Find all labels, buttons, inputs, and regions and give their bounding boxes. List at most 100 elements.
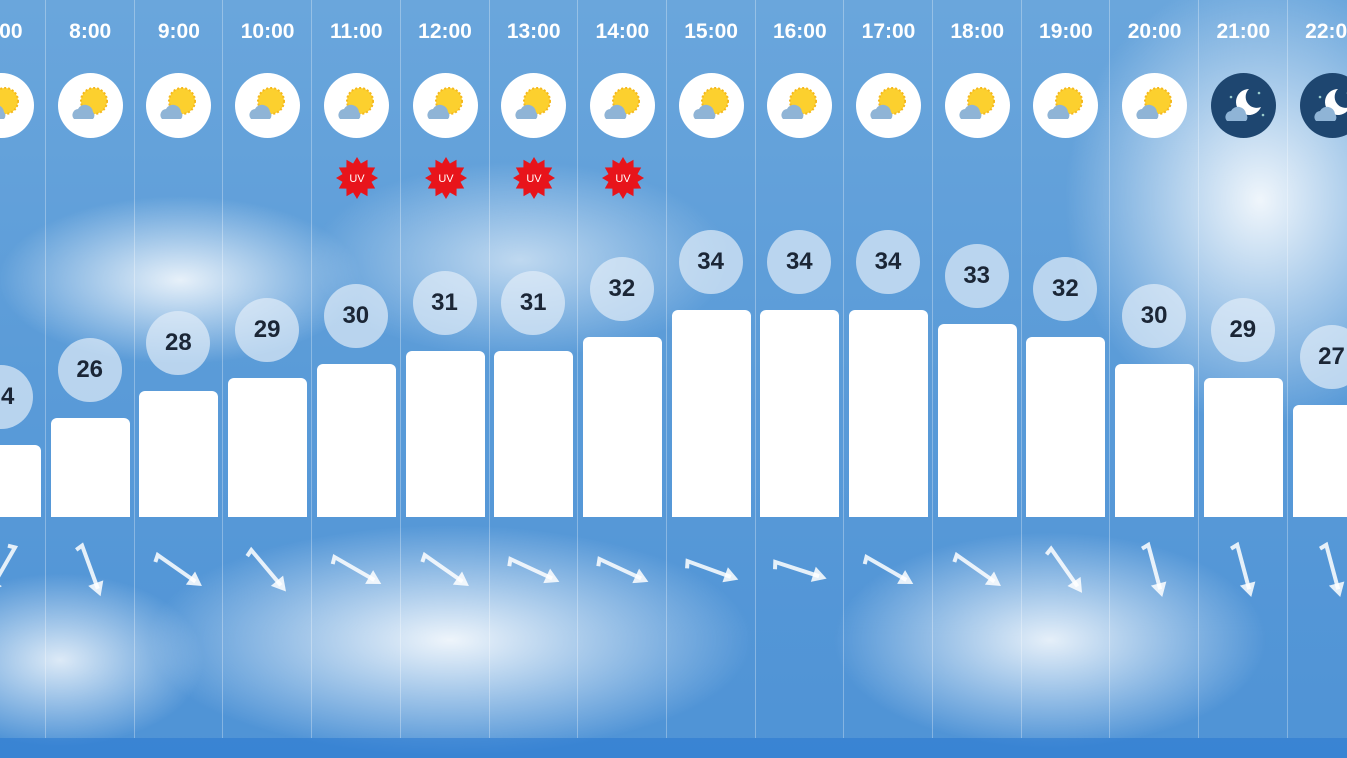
column-divider xyxy=(133,0,135,738)
temperature-bar xyxy=(494,351,574,517)
temperature-bar xyxy=(316,364,396,517)
hour-label: 10:00 xyxy=(240,20,295,43)
hour-label: 15:00 xyxy=(684,20,738,43)
partly-sunny-icon xyxy=(235,73,301,138)
hour-label: 9:00 xyxy=(157,20,200,43)
hour-column: 18:00 33 xyxy=(933,0,1022,738)
hour-label: 19:00 xyxy=(1039,20,1093,43)
partly-sunny-icon xyxy=(944,73,1010,138)
uv-warning-icon: UV xyxy=(424,157,467,199)
hour-column: 19:00 32 xyxy=(1021,0,1111,738)
night-cloudy-icon xyxy=(1210,73,1276,138)
temperature-bar xyxy=(582,337,662,517)
wind-arrow-icon xyxy=(773,540,827,600)
hour-label: 20:00 xyxy=(1127,20,1182,43)
partly-sunny-icon xyxy=(323,73,389,138)
temperature-bubble: 31 xyxy=(501,271,566,335)
partly-sunny-icon xyxy=(57,73,123,138)
wind-arrow-icon xyxy=(1134,540,1176,600)
hour-label: 14:00 xyxy=(595,20,650,43)
column-divider xyxy=(932,0,933,738)
temperature-bubble: 30 xyxy=(1122,284,1187,348)
temperature-bubble: 34 xyxy=(767,230,832,294)
wind-arrow-icon xyxy=(684,540,738,600)
temperature-bar xyxy=(50,418,130,517)
temperature-bubble: 24 xyxy=(0,365,33,429)
hour-column: 13:00 UV 31 xyxy=(489,0,579,738)
temperature-bubble: 32 xyxy=(589,257,654,321)
temperature-bubble: 29 xyxy=(1210,298,1275,362)
hour-label: 21:00 xyxy=(1216,20,1271,43)
hour-column: 7:00 24 xyxy=(0,0,46,738)
partly-sunny-icon xyxy=(856,73,921,138)
partly-sunny-icon xyxy=(412,73,478,138)
uv-label: UV xyxy=(615,173,631,185)
temperature-bubble: 29 xyxy=(235,298,300,362)
wind-arrow-icon xyxy=(245,540,289,600)
temperature-bar xyxy=(937,324,1017,517)
temperature-bubble: 30 xyxy=(323,284,388,348)
hour-label: 18:00 xyxy=(950,20,1005,43)
wind-arrow-icon xyxy=(1045,540,1087,600)
uv-warning-icon: UV xyxy=(335,157,378,199)
temperature-bubble: 31 xyxy=(412,271,477,335)
temperature-bar xyxy=(671,310,751,517)
partly-sunny-icon xyxy=(0,73,34,138)
wind-arrow-icon xyxy=(862,540,914,600)
uv-label: UV xyxy=(527,173,543,185)
partly-sunny-icon xyxy=(146,73,212,138)
hour-column: 20:00 30 xyxy=(1110,0,1200,738)
column-divider xyxy=(1198,0,1200,738)
temperature-bubble: 28 xyxy=(146,311,211,375)
temperature-bubble: 33 xyxy=(944,244,1009,308)
temperature-bar xyxy=(0,445,41,517)
hour-column: 14:00 UV 32 xyxy=(578,0,667,738)
hour-label: 17:00 xyxy=(861,20,916,43)
column-divider xyxy=(577,0,579,738)
wind-arrow-icon xyxy=(153,540,203,600)
uv-label: UV xyxy=(438,173,454,185)
hour-column: 11:00 UV 30 xyxy=(312,0,401,738)
hour-column: 16:00 34 xyxy=(755,0,845,738)
temperature-bar xyxy=(1292,405,1347,517)
hour-column: 15:00 34 xyxy=(667,0,756,738)
temperature-bar xyxy=(849,310,928,517)
uv-label: UV xyxy=(349,173,365,185)
column-divider xyxy=(311,0,313,738)
wind-arrow-icon xyxy=(419,540,469,600)
temperature-bubble: 32 xyxy=(1033,257,1098,321)
temperature-bar xyxy=(228,378,308,517)
partly-sunny-icon xyxy=(1033,73,1099,138)
column-divider xyxy=(488,0,490,738)
hour-column: 12:00 UV 31 xyxy=(401,0,490,738)
partly-sunny-icon xyxy=(1122,73,1188,138)
hour-column: 22:00 27 xyxy=(1288,0,1347,738)
hour-column: 21:00 29 xyxy=(1199,0,1288,738)
temperature-bar xyxy=(139,391,219,517)
partly-sunny-icon xyxy=(501,73,567,138)
column-divider xyxy=(843,0,845,738)
wind-arrow-icon xyxy=(330,540,382,600)
hour-column: 9:00 28 xyxy=(134,0,224,738)
night-cloudy-icon xyxy=(1299,73,1347,138)
hour-column: 10:00 29 xyxy=(223,0,313,738)
temperature-bar xyxy=(405,351,485,517)
column-divider xyxy=(1286,0,1288,738)
uv-warning-icon: UV xyxy=(513,157,556,199)
column-divider xyxy=(1109,0,1111,738)
hour-label: 7:00 xyxy=(0,20,23,43)
hour-label: 16:00 xyxy=(772,20,827,43)
column-divider xyxy=(1020,0,1022,738)
temperature-bar xyxy=(1026,337,1106,517)
column-divider xyxy=(399,0,401,738)
temperature-bubble: 26 xyxy=(57,338,122,402)
hour-label: 8:00 xyxy=(69,20,112,43)
hour-label: 22:00 xyxy=(1305,20,1347,43)
wind-arrow-icon xyxy=(1223,540,1265,600)
temperature-bar xyxy=(1203,378,1283,517)
wind-arrow-icon xyxy=(952,540,1001,600)
partly-sunny-icon xyxy=(678,73,744,138)
hour-label: 12:00 xyxy=(418,20,472,43)
wind-arrow-icon xyxy=(507,540,560,600)
temperature-bubble: 34 xyxy=(856,230,920,294)
